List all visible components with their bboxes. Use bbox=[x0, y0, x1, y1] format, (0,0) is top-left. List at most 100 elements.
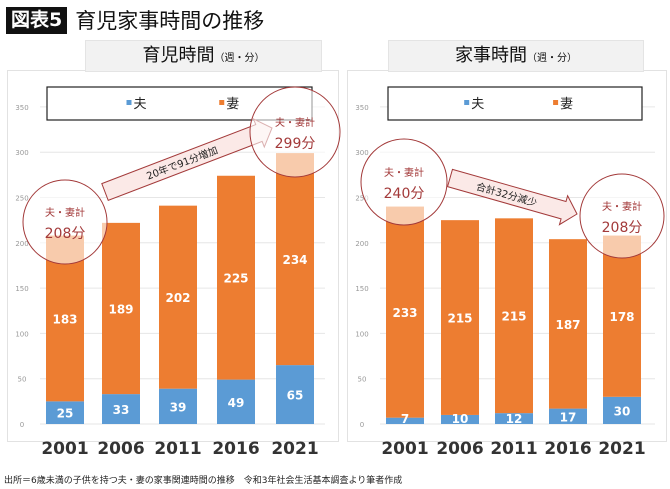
data-label-wife: 202 bbox=[165, 291, 190, 305]
figure-header: 図表5 育児家事時間の推移 bbox=[6, 5, 264, 35]
bar-husband bbox=[441, 414, 479, 424]
total-value-start: 208分 bbox=[45, 226, 86, 242]
data-label-husband: 30 bbox=[614, 404, 631, 418]
bar-wife bbox=[441, 220, 479, 415]
bar-husband bbox=[549, 408, 587, 424]
bar-wife bbox=[159, 205, 197, 389]
bar-husband bbox=[386, 417, 424, 424]
y-tick-label: 0 bbox=[360, 421, 364, 429]
housework-title-unit: （週・分） bbox=[527, 53, 577, 64]
data-label-wife: 234 bbox=[282, 253, 307, 267]
legend-swatch bbox=[126, 100, 132, 105]
y-tick-label: 300 bbox=[15, 149, 28, 157]
bar-wife bbox=[603, 235, 641, 397]
legend-swatch bbox=[553, 100, 559, 105]
y-tick-label: 350 bbox=[355, 104, 368, 112]
y-tick-label: 250 bbox=[355, 195, 368, 203]
data-label-wife: 178 bbox=[609, 310, 634, 324]
data-label-husband: 12 bbox=[506, 412, 523, 426]
bar-wife bbox=[386, 206, 424, 418]
childcare-title-unit: （週・分） bbox=[214, 53, 265, 64]
housework-title-text: 家事時間 bbox=[455, 45, 527, 66]
data-label-wife: 225 bbox=[223, 272, 248, 286]
data-label-wife: 215 bbox=[501, 310, 526, 324]
bar-husband bbox=[276, 365, 314, 424]
y-tick-label: 250 bbox=[15, 195, 28, 203]
y-tick-label: 100 bbox=[355, 330, 368, 338]
total-label-start: 夫・妻計 bbox=[45, 206, 85, 219]
legend-box bbox=[387, 86, 643, 121]
y-tick-label: 100 bbox=[15, 330, 28, 338]
bar-husband bbox=[603, 396, 641, 424]
arrow-icon bbox=[446, 168, 578, 226]
total-circle-start bbox=[360, 138, 448, 226]
legend-swatch bbox=[219, 100, 225, 105]
y-tick-label: 150 bbox=[355, 285, 368, 293]
data-label-husband: 49 bbox=[228, 396, 245, 410]
data-label-husband: 39 bbox=[170, 400, 187, 414]
data-label-husband: 7 bbox=[401, 412, 409, 426]
bar-wife bbox=[276, 153, 314, 366]
total-value-end: 299分 bbox=[275, 136, 316, 152]
y-tick-label: 200 bbox=[15, 240, 28, 248]
data-label-husband: 17 bbox=[560, 410, 577, 424]
y-tick-label: 0 bbox=[20, 421, 24, 429]
footer-source: 出所＝6歳未満の子供を持つ夫・妻の家事関連時間の推移 令和3年社会生活基本調査よ… bbox=[4, 476, 403, 486]
data-label-wife: 183 bbox=[52, 312, 77, 326]
data-label-husband: 33 bbox=[113, 403, 130, 417]
y-tick-label: 300 bbox=[355, 149, 368, 157]
bar-husband bbox=[46, 401, 84, 424]
total-label-end: 夫・妻計 bbox=[602, 200, 642, 213]
bar-wife bbox=[102, 222, 140, 395]
total-circle-start bbox=[22, 179, 108, 265]
data-label-wife: 187 bbox=[555, 318, 580, 332]
total-label-start: 夫・妻計 bbox=[384, 166, 424, 179]
y-tick-label: 50 bbox=[358, 376, 367, 384]
x-tick-label: 2016 bbox=[544, 439, 591, 459]
legend-swatch bbox=[464, 100, 470, 105]
data-label-husband: 10 bbox=[452, 412, 469, 426]
data-label-wife: 215 bbox=[447, 312, 472, 326]
x-tick-label: 2011 bbox=[490, 439, 537, 459]
total-value-end: 208分 bbox=[602, 220, 643, 236]
bar-husband bbox=[159, 388, 197, 424]
y-tick-label: 200 bbox=[355, 240, 368, 248]
total-circle-end bbox=[249, 86, 341, 178]
bar-wife bbox=[217, 175, 255, 380]
legend-label: 妻 bbox=[226, 97, 239, 112]
bar-wife bbox=[549, 239, 587, 409]
figure-title: 育児家事時間の推移 bbox=[75, 9, 265, 33]
x-tick-label: 2001 bbox=[381, 439, 428, 459]
x-tick-label: 2006 bbox=[97, 439, 144, 459]
total-circle-end bbox=[579, 173, 665, 259]
data-label-husband: 65 bbox=[287, 389, 304, 403]
housework-title: 家事時間（週・分） bbox=[388, 40, 644, 72]
data-label-wife: 189 bbox=[108, 302, 133, 316]
childcare-title: 育児時間（週・分） bbox=[85, 40, 322, 72]
legend-label: 夫 bbox=[134, 97, 147, 112]
x-tick-label: 2011 bbox=[154, 439, 201, 459]
bar-husband bbox=[102, 394, 140, 424]
x-tick-label: 2006 bbox=[436, 439, 483, 459]
x-tick-label: 2016 bbox=[212, 439, 259, 459]
legend-label: 妻 bbox=[560, 97, 573, 112]
data-label-wife: 233 bbox=[392, 306, 417, 320]
chart-1: 0 50 100 150 200 250 300 350 7 233 2001 10 215 2006 12… bbox=[355, 86, 665, 459]
x-tick-label: 2001 bbox=[41, 439, 88, 459]
y-tick-label: 150 bbox=[15, 285, 28, 293]
total-value-start: 240分 bbox=[384, 186, 425, 202]
total-label-end: 夫・妻計 bbox=[275, 116, 315, 129]
x-tick-label: 2021 bbox=[271, 439, 318, 459]
bar-wife bbox=[495, 218, 533, 414]
data-label-husband: 25 bbox=[57, 407, 74, 421]
figure-badge: 図表5 bbox=[6, 6, 68, 34]
legend-label: 夫 bbox=[471, 97, 484, 112]
x-tick-label: 2021 bbox=[598, 439, 645, 459]
y-tick-label: 350 bbox=[15, 104, 28, 112]
y-tick-label: 50 bbox=[18, 376, 27, 384]
bar-husband bbox=[495, 413, 533, 424]
bar-husband bbox=[217, 379, 255, 424]
childcare-title-text: 育児時間 bbox=[142, 45, 215, 66]
chart-0: 0 50 100 150 200 250 300 350 25 183 2001 33 189 2006 3… bbox=[15, 86, 341, 459]
